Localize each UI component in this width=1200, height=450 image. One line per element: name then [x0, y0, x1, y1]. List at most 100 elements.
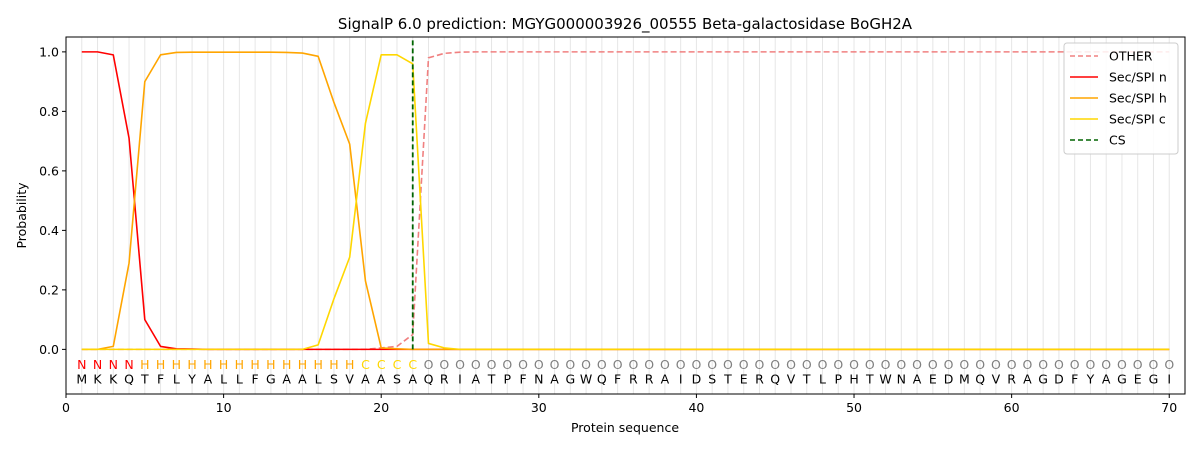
residue-letter: R [755, 372, 764, 387]
region-label: O [959, 357, 969, 372]
x-axis-ticks: 0 10 20 30 40 50 60 70 [62, 394, 1177, 415]
region-label: O [1101, 357, 1111, 372]
region-label: O [755, 357, 765, 372]
residue-letter: V [345, 372, 354, 387]
chart-title: SignalP 6.0 prediction: MGYG000003926_00… [338, 15, 913, 34]
residue-letter: I [679, 372, 683, 387]
residue-letter: I [1167, 372, 1171, 387]
residue-letter: A [298, 372, 307, 387]
residue-letter: G [266, 372, 276, 387]
x-tick-label: 30 [531, 400, 547, 415]
y-tick-label: 0.0 [39, 342, 59, 357]
region-label: H [140, 357, 149, 372]
residue-letter: Y [187, 372, 196, 387]
residue-letter: E [929, 372, 937, 387]
residue-letter: H [849, 372, 858, 387]
residue-letter: S [330, 372, 338, 387]
region-label: O [597, 357, 607, 372]
residue-letter: N [897, 372, 906, 387]
region-label: H [203, 357, 212, 372]
legend-label: Sec/SPI h [1109, 91, 1167, 106]
region-label: O [692, 357, 702, 372]
y-tick-label: 0.2 [39, 282, 59, 297]
residue-letter: F [614, 372, 621, 387]
region-label: O [660, 357, 670, 372]
region-label: O [471, 357, 481, 372]
region-label: O [849, 357, 859, 372]
region-label: O [487, 357, 497, 372]
residue-letter: P [834, 372, 842, 387]
x-tick-label: 20 [373, 400, 389, 415]
legend-label: OTHER [1109, 49, 1153, 64]
residue-letter: R [1007, 372, 1016, 387]
region-label: C [361, 357, 370, 372]
region-label: O [786, 357, 796, 372]
residue-letter: A [661, 372, 670, 387]
residue-letter: R [629, 372, 638, 387]
residue-letter: E [740, 372, 748, 387]
residue-letter: R [645, 372, 654, 387]
region-label: H [219, 357, 228, 372]
residue-letter: G [1117, 372, 1127, 387]
legend-box [1063, 42, 1179, 155]
x-tick-label: 60 [1004, 400, 1020, 415]
region-label: H [313, 357, 322, 372]
region-label: O [865, 357, 875, 372]
region-label: O [896, 357, 906, 372]
residue-letter: A [1102, 372, 1111, 387]
region-label: H [187, 357, 196, 372]
region-label: O [518, 357, 528, 372]
region-label: H [345, 357, 354, 372]
residue-letter: W [580, 372, 592, 387]
region-label: N [77, 357, 86, 372]
region-label: H [172, 357, 181, 372]
residue-letter: G [565, 372, 575, 387]
x-axis-label: Protein sequence [571, 420, 679, 435]
region-label: O [944, 357, 954, 372]
residue-letter: A [550, 372, 559, 387]
y-axis-ticks: 0.0 0.2 0.4 0.6 0.8 1.0 [39, 44, 66, 357]
residue-letter: A [1023, 372, 1032, 387]
residue-letter: S [708, 372, 716, 387]
region-label: O [1054, 357, 1064, 372]
residue-letter: V [992, 372, 1001, 387]
series-line-other [81, 51, 1170, 351]
residue-letter: K [109, 372, 118, 387]
region-label: O [991, 357, 1001, 372]
region-label: N [93, 357, 102, 372]
region-label: O [644, 357, 654, 372]
residue-letter: A [913, 372, 922, 387]
residue-letter: A [361, 372, 370, 387]
residue-letter: F [1071, 372, 1078, 387]
residue-letter: G [1149, 372, 1159, 387]
region-label: O [613, 357, 623, 372]
region-label: C [408, 357, 417, 372]
region-label: O [1070, 357, 1080, 372]
region-label: O [833, 357, 843, 372]
legend-label: CS [1109, 133, 1126, 148]
residue-letter: T [865, 372, 874, 387]
residue-letter: L [819, 372, 826, 387]
residue-letter: L [220, 372, 227, 387]
region-label: O [818, 357, 828, 372]
region-label: O [928, 357, 938, 372]
region-label: O [550, 357, 560, 372]
region-label: O [881, 357, 891, 372]
region-label: H [235, 357, 244, 372]
region-label: O [1038, 357, 1048, 372]
y-tick-label: 0.4 [39, 223, 59, 238]
region-label: O [1149, 357, 1159, 372]
region-label: O [1164, 357, 1174, 372]
region-label: C [393, 357, 402, 372]
residue-letter: T [723, 372, 732, 387]
region-label: N [109, 357, 118, 372]
region-label: O [565, 357, 575, 372]
x-tick-label: 0 [62, 400, 70, 415]
residue-letter: N [534, 372, 543, 387]
residue-letter: T [802, 372, 811, 387]
residue-letter: G [1038, 372, 1048, 387]
region-label: H [156, 357, 165, 372]
y-tick-label: 0.6 [39, 163, 59, 178]
grid [81, 37, 1170, 394]
region-label: O [424, 357, 434, 372]
